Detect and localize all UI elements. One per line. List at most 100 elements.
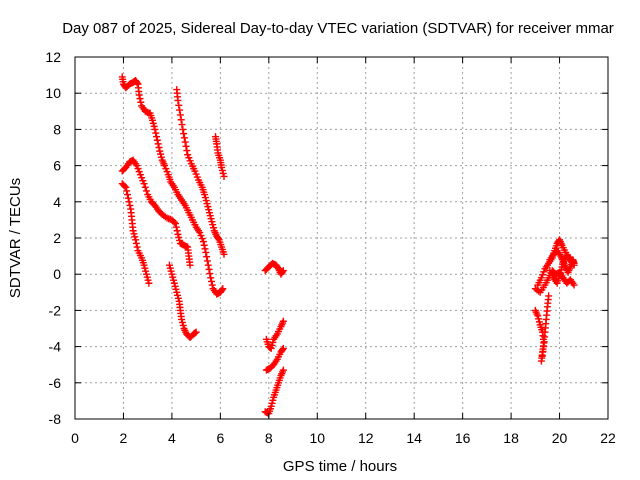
series-arc-2 [118,156,194,269]
x-tick-labels: 0 2 4 6 8 10 12 14 16 18 20 22 [71,430,616,446]
chart-title: Day 087 of 2025, Sidereal Day-to-day VTE… [62,20,614,37]
data-point [177,116,185,124]
y-tick-labels: 12 10 8 6 4 2 0 -2 -4 -6 -8 [45,49,61,427]
data-point [176,106,184,114]
data-point [176,111,184,119]
data-point [132,239,140,247]
data-point [203,257,211,265]
data-point [279,344,287,352]
data-point [133,79,141,87]
data-point [140,180,148,188]
x-tick-label: 8 [265,430,273,446]
y-tick-label: 8 [53,121,61,137]
data-point [172,220,180,228]
x-tick-label: 0 [71,430,79,446]
data-point [153,133,161,141]
data-point [145,279,153,287]
data-point [154,140,162,148]
data-point [180,134,188,142]
data-point [183,147,191,155]
data-point [137,98,145,106]
data-point [538,352,546,360]
data-point [202,248,210,256]
data-point [122,183,130,191]
x-tick-label: 4 [168,430,176,446]
x-axis-label: GPS time / hours [283,458,397,475]
data-point [207,274,215,282]
data-point [199,238,207,246]
x-tick-label: 10 [309,430,325,446]
data-point [570,261,578,269]
data-point [170,218,178,226]
series-arc-12 [531,292,553,365]
y-axis-label: SDTVAR / TECUs [7,178,24,298]
data-point [175,101,183,109]
data-point [182,142,190,150]
data-point [125,198,133,206]
y-tick-label: 10 [45,85,61,101]
data-point [181,138,189,146]
series-arc-10 [262,344,287,374]
data-point [220,250,228,258]
data-point [206,270,214,278]
data-point [279,267,287,275]
data-point [545,292,553,300]
data-point [535,287,543,295]
data-point [279,366,287,374]
series-arc-5 [173,86,228,258]
y-tick-label: -6 [49,375,62,391]
data-point [219,285,227,293]
x-tick-label: 22 [600,430,616,446]
data-point [132,236,140,244]
data-point [570,281,578,289]
y-tick-label: 4 [53,194,61,210]
y-tick-label: -8 [49,411,62,427]
data-point [218,286,226,294]
series-arc-7 [212,133,228,180]
data-point [220,172,228,180]
data-point [126,201,134,209]
grid-lines [75,57,608,419]
data-point [172,223,180,231]
series-arc-16 [546,252,578,287]
y-tick-label: -4 [49,339,62,355]
y-tick-label: -2 [49,302,62,318]
y-tick-label: 6 [53,158,61,174]
series-arc-6 [165,261,200,342]
data-point [151,125,159,133]
data-point [155,144,163,151]
data-point [207,277,215,285]
data-point [142,187,150,195]
data-point [200,241,208,249]
series-arc-14 [531,267,578,296]
data-point [539,347,547,355]
y-tick-label: 2 [53,230,61,246]
x-tick-label: 18 [503,430,519,446]
data-point [537,357,545,365]
data-point [192,328,200,336]
data-point [153,136,161,144]
series-arc-3 [118,180,153,287]
data-point [180,130,188,138]
data-point [123,191,131,199]
series-arc-9 [262,317,287,352]
x-tick-label: 2 [120,430,128,446]
data-points [118,73,578,418]
y-tick-label: 0 [53,266,61,282]
x-tick-label: 14 [406,430,422,446]
series-arc-8 [261,259,287,278]
data-point [203,253,211,261]
y-tick-label: 12 [45,49,61,65]
data-point [179,125,187,133]
data-point [208,281,216,289]
x-tick-label: 6 [216,430,224,446]
x-tick-label: 16 [455,430,471,446]
data-point [279,317,287,325]
series-arc-4 [146,109,227,298]
data-point [186,261,194,269]
data-point [279,268,287,276]
data-point [136,95,144,103]
x-tick-label: 12 [358,430,374,446]
